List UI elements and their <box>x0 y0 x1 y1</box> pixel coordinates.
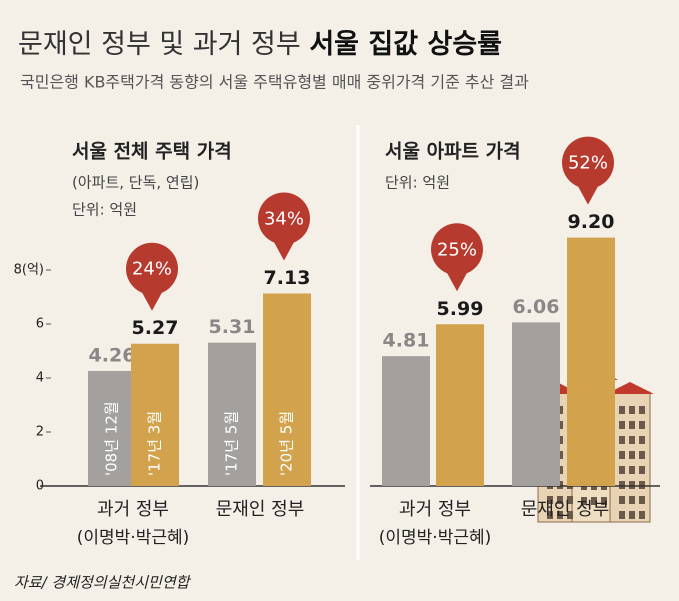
value-label: 5.27 <box>132 317 179 339</box>
value-label: 6.06 <box>513 296 560 318</box>
bar-date-label: '17년 3월 <box>146 411 164 476</box>
window <box>547 511 553 519</box>
change-bubble-circle <box>431 223 483 276</box>
window <box>557 511 563 519</box>
window <box>581 497 587 505</box>
window <box>619 451 625 459</box>
window <box>629 451 635 459</box>
window <box>639 466 645 474</box>
change-label: 24% <box>132 259 172 280</box>
bar <box>567 237 615 486</box>
window <box>619 496 625 504</box>
change-label: 52% <box>568 153 608 174</box>
window <box>639 481 645 489</box>
window <box>639 406 645 414</box>
category-note: (이명박·박근혜) <box>77 528 190 548</box>
window <box>629 511 635 519</box>
window <box>639 421 645 429</box>
window <box>629 466 635 474</box>
unit-label: 단위: 억원 <box>385 174 450 192</box>
bar-date-label: '17년 5월 <box>223 411 241 476</box>
window <box>639 496 645 504</box>
window <box>557 496 563 504</box>
roof <box>606 382 654 394</box>
window <box>601 497 607 505</box>
bar <box>208 342 256 486</box>
window <box>629 406 635 414</box>
change-bubble <box>445 269 469 292</box>
value-label: 4.81 <box>383 330 430 352</box>
window <box>639 451 645 459</box>
title-bold: 서울 집값 상승률 <box>309 29 502 60</box>
chart-title: 서울 아파트 가격 <box>385 141 521 163</box>
change-bubble <box>140 288 164 311</box>
bar <box>263 293 311 486</box>
bar <box>382 356 430 486</box>
chart-subtitle: (아파트, 단독, 연립) <box>72 174 199 192</box>
category-note: (이명박·박근혜) <box>379 528 492 548</box>
window <box>619 466 625 474</box>
change-bubble-circle <box>258 192 310 245</box>
window <box>639 436 645 444</box>
change-bubble <box>272 238 296 261</box>
value-label: 7.13 <box>264 267 311 289</box>
title: 문재인 정부 및 과거 정부 서울 집값 상승률 <box>18 29 502 60</box>
change-bubble-circle <box>126 242 178 295</box>
window <box>629 436 635 444</box>
y-tick-label: 6 <box>36 317 44 332</box>
category-label: 문재인 정부 <box>216 499 305 520</box>
change-bubble <box>576 182 600 205</box>
y-tick-label: 2 <box>36 425 44 440</box>
window <box>591 497 597 505</box>
category-label: 과거 정부 <box>97 499 169 520</box>
window <box>619 406 625 414</box>
category-label: 과거 정부 <box>399 499 471 520</box>
title-light: 문재인 정부 및 과거 정부 <box>18 29 301 60</box>
source: 자료/ 경제정의실천시민연합 <box>14 574 192 592</box>
window <box>619 421 625 429</box>
unit-label: 단위: 억원 <box>72 201 137 219</box>
bar-date-label: '08년 12월 <box>103 401 121 476</box>
window <box>547 496 553 504</box>
category-label: 문재인 정부 <box>521 499 610 520</box>
value-label: 5.99 <box>437 298 484 320</box>
chart-title: 서울 전체 주택 가격 <box>72 141 232 163</box>
value-label: 5.31 <box>209 316 256 338</box>
window <box>619 481 625 489</box>
window <box>619 436 625 444</box>
subtitle: 국민은행 KB주택가격 동향의 서울 주택유형별 매매 중위가격 기준 추산 결… <box>20 73 529 92</box>
bar <box>436 324 484 486</box>
change-label: 25% <box>437 239 477 260</box>
window <box>629 481 635 489</box>
bar <box>88 370 136 486</box>
window <box>567 511 573 519</box>
value-label: 4.26 <box>89 344 136 366</box>
window <box>629 496 635 504</box>
bar <box>512 322 560 486</box>
window <box>567 496 573 504</box>
y-tick-label: 4 <box>36 371 44 386</box>
change-label: 34% <box>264 208 304 229</box>
value-label: 9.20 <box>568 211 615 233</box>
bar <box>131 343 179 486</box>
window <box>619 511 625 519</box>
y-tick-label: 0 <box>36 479 44 494</box>
window <box>629 421 635 429</box>
y-tick-label: 8(억) <box>14 263 44 278</box>
window <box>639 511 645 519</box>
bar-date-label: '20년 5월 <box>278 411 296 476</box>
change-bubble-circle <box>562 136 614 189</box>
